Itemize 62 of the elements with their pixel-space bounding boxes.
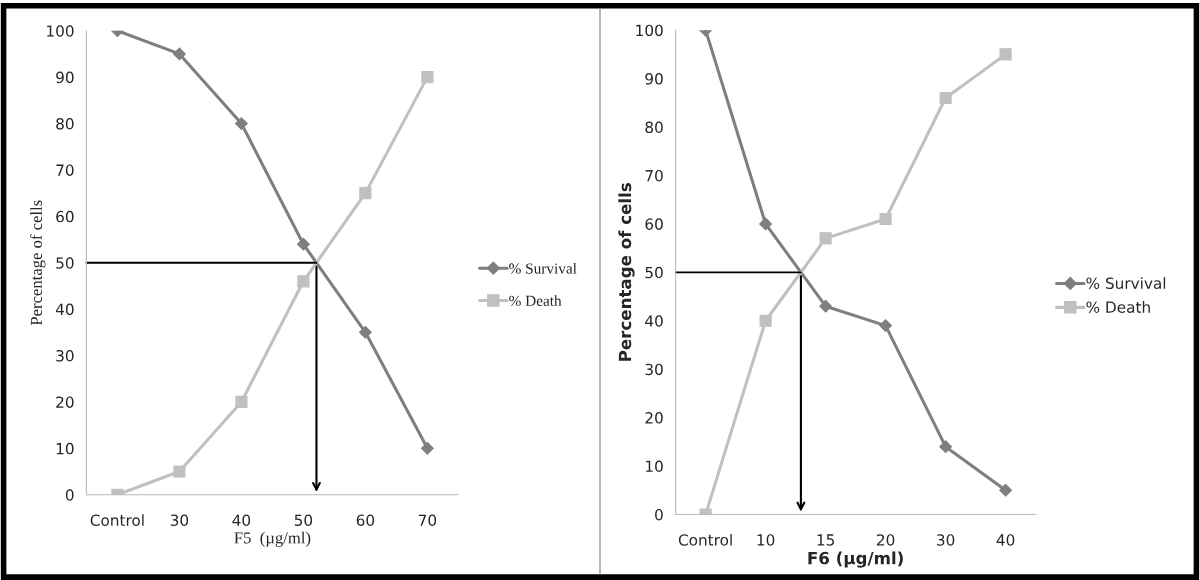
- point: [235, 395, 248, 409]
- y-tick-label: 50: [645, 266, 663, 279]
- point: [879, 212, 892, 226]
- point: [999, 483, 1013, 497]
- y-tick-label: 80: [645, 121, 663, 134]
- y-tick-label: 30: [56, 350, 74, 362]
- x-tick-label: 40: [232, 514, 251, 527]
- x-tick-label: 50: [294, 514, 313, 527]
- y-tick-label: 0: [655, 508, 663, 521]
- y-tick-label: 10: [56, 442, 74, 455]
- x-tick-label: Control: [678, 533, 732, 546]
- y-tick-label: 40: [645, 315, 663, 327]
- x-tick-label: 30: [937, 534, 955, 546]
- y-tick-label: 30: [645, 363, 663, 376]
- point: [234, 117, 248, 130]
- legend-label: % Death: [1086, 301, 1150, 313]
- y-tick-label: 0: [65, 489, 74, 501]
- x-tick-label: 15: [817, 534, 834, 546]
- point: [759, 217, 773, 231]
- y-tick-label: 70: [56, 164, 74, 176]
- x-axis-title: F6 (µg/ml): [808, 551, 903, 568]
- y-tick-label: 60: [56, 210, 74, 223]
- point: [358, 325, 372, 339]
- y-axis-title: Percentage of cells: [618, 183, 635, 361]
- legend-label: % Survival: [509, 262, 577, 274]
- y-tick-label: 100: [636, 24, 663, 37]
- y-tick-label: 60: [645, 218, 663, 230]
- point: [759, 314, 772, 327]
- y-tick-label: 20: [56, 396, 74, 408]
- point: [939, 440, 953, 454]
- point: [420, 441, 434, 455]
- y-tick-label: 20: [645, 412, 663, 424]
- point: [173, 465, 186, 478]
- x-tick-label: 20: [877, 534, 895, 546]
- point: [297, 275, 310, 288]
- point: [879, 319, 893, 332]
- legend-label: % Survival: [1086, 277, 1166, 289]
- x-tick-label: 10: [757, 534, 775, 546]
- y-tick-label: 90: [645, 73, 663, 85]
- x-tick-label: Control: [90, 514, 144, 527]
- y-tick-label: 100: [47, 25, 74, 37]
- y-axis-title: Percentage of cells: [30, 200, 46, 326]
- y-tick-label: 40: [55, 303, 74, 316]
- x-axis-title: F5 (µg/ml): [234, 531, 311, 547]
- y-tick-label: 80: [56, 118, 74, 130]
- y-tick-label: 90: [56, 71, 74, 84]
- x-tick-label: 70: [418, 514, 437, 527]
- x-tick-label: 40: [996, 534, 1015, 546]
- point: [359, 187, 372, 200]
- point: [819, 232, 832, 245]
- point: [172, 47, 186, 61]
- x-tick-label: 30: [170, 514, 189, 527]
- x-tick-label: 60: [356, 514, 375, 527]
- y-tick-label: 10: [646, 460, 663, 473]
- point: [939, 91, 952, 105]
- point: [421, 71, 434, 84]
- legend-label: % Death: [509, 295, 562, 306]
- point: [819, 299, 833, 313]
- y-tick-label: 50: [56, 257, 74, 269]
- y-tick-label: 70: [645, 169, 663, 182]
- point: [296, 237, 310, 251]
- point: [999, 48, 1012, 61]
